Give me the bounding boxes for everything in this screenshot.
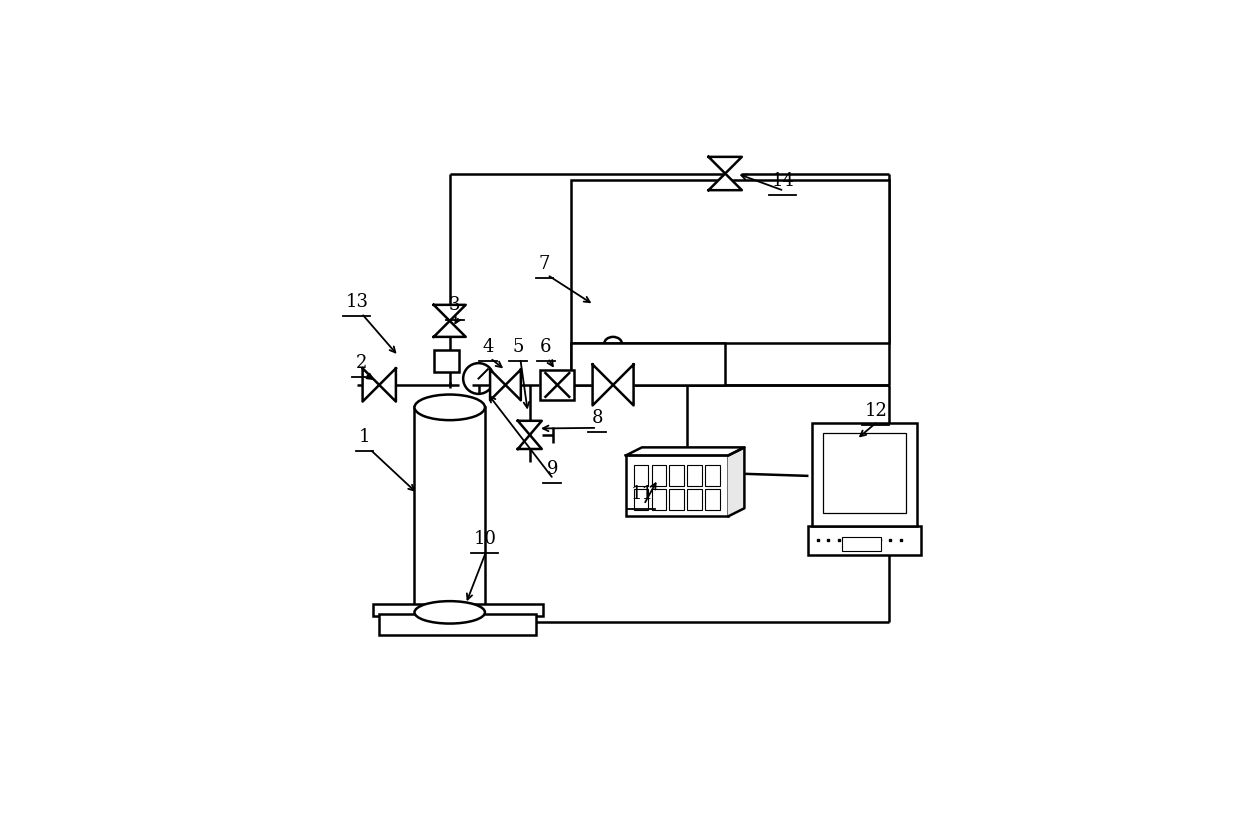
Bar [634, 489, 649, 510]
Polygon shape [593, 364, 613, 405]
Text: 14: 14 [771, 171, 795, 190]
Bar [842, 537, 882, 552]
Text: 12: 12 [864, 402, 887, 420]
Bar [414, 408, 485, 612]
Text: 1: 1 [358, 428, 371, 446]
Bar [634, 465, 649, 486]
Text: 4: 4 [482, 338, 494, 356]
Bar [670, 489, 684, 510]
Text: 6: 6 [541, 338, 552, 356]
Bar [812, 423, 918, 526]
Bar [687, 465, 702, 486]
Bar [434, 349, 459, 372]
Polygon shape [434, 321, 466, 337]
Text: 3: 3 [449, 296, 460, 314]
Bar [651, 465, 666, 486]
Text: 11: 11 [630, 485, 653, 503]
Polygon shape [708, 157, 742, 174]
Bar [541, 370, 574, 399]
Bar [572, 344, 725, 385]
Polygon shape [434, 305, 466, 321]
Text: 10: 10 [474, 530, 496, 548]
Polygon shape [728, 448, 744, 516]
Bar [687, 489, 702, 510]
Text: 8: 8 [591, 409, 603, 427]
Text: 13: 13 [345, 293, 368, 311]
Polygon shape [490, 369, 506, 400]
Bar [379, 614, 536, 635]
Polygon shape [708, 174, 742, 191]
Text: 7: 7 [539, 255, 551, 273]
Text: 5: 5 [512, 338, 525, 356]
Bar [572, 180, 889, 344]
Ellipse shape [414, 394, 485, 420]
Polygon shape [362, 369, 379, 402]
Bar [373, 604, 543, 616]
Bar [706, 465, 720, 486]
Bar [706, 489, 720, 510]
Polygon shape [518, 435, 542, 449]
Ellipse shape [414, 602, 485, 623]
Polygon shape [626, 448, 744, 455]
Polygon shape [518, 421, 542, 435]
Bar [651, 489, 666, 510]
Bar [670, 465, 684, 486]
Polygon shape [613, 364, 634, 405]
Bar [626, 455, 728, 516]
Bar [822, 433, 906, 513]
Text: 9: 9 [547, 460, 558, 478]
Polygon shape [379, 369, 396, 402]
Text: 2: 2 [356, 354, 367, 372]
Polygon shape [506, 369, 521, 400]
Bar [808, 526, 920, 555]
